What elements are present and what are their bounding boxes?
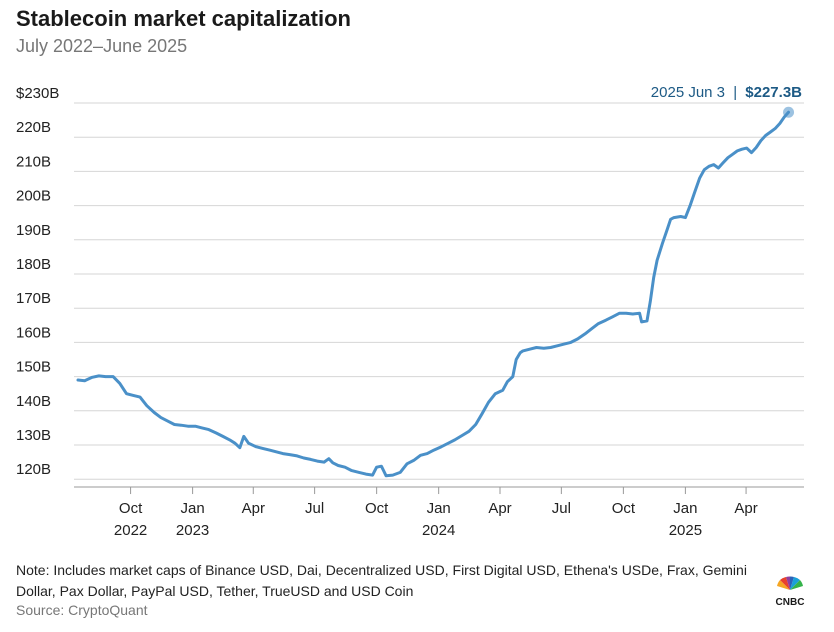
y-tick-label: 210B [16, 153, 51, 170]
x-tick-year-label: 2023 [176, 522, 209, 539]
latest-value-point [783, 106, 795, 118]
x-tick-year-label: 2024 [422, 522, 455, 539]
x-tick-label: Jan [181, 500, 205, 517]
y-tick-label: 130B [16, 427, 51, 444]
y-tick-label: 200B [16, 188, 51, 205]
peacock-icon [777, 576, 803, 590]
footnote: Note: Includes market caps of Binance US… [16, 562, 747, 599]
annotation-value: $227.3B [745, 84, 802, 101]
x-tick-label: Oct [119, 500, 143, 517]
y-tick-label: 140B [16, 393, 51, 410]
x-axis-labels: Oct 2022 Jan 2023 Apr Jul Oct Jan 2024 Apr Jul Oct J… [114, 487, 758, 539]
source-line: Source: CryptoQuant [16, 602, 148, 618]
y-tick-label: $230B [16, 85, 59, 102]
logo-text: CNBC [776, 597, 805, 606]
y-tick-label: 180B [16, 256, 51, 273]
y-tick-label: 120B [16, 461, 51, 478]
y-tick-label: 160B [16, 324, 51, 341]
annotation-separator: | [733, 84, 737, 101]
x-tick-label: Jan [427, 500, 451, 517]
x-tick-label: Jul [305, 500, 324, 517]
x-tick-year-label: 2022 [114, 522, 147, 539]
x-tick-label: Apr [734, 500, 757, 517]
y-tick-label: 190B [16, 222, 51, 239]
series-line [76, 110, 790, 478]
y-axis-labels: $230B 220B 210B 200B 190B 180B 170B 160B 150B 140… [16, 85, 59, 478]
x-tick-label: Oct [612, 500, 636, 517]
cnbc-logo: CNBC [776, 576, 805, 606]
y-tick-label: 220B [16, 119, 51, 136]
y-tick-label: 170B [16, 290, 51, 307]
annotation-date: 2025 Jun 3 [651, 84, 725, 101]
latest-value-annotation: 2025 Jun 3 | $227.3B [651, 84, 802, 101]
chart-subtitle: July 2022–June 2025 [16, 36, 188, 56]
gridlines [74, 102, 804, 488]
x-tick-label: Apr [488, 500, 511, 517]
x-tick-label: Oct [365, 500, 389, 517]
line-chart: $230B 220B 210B 200B 190B 180B 170B 160B 150B 140… [16, 84, 804, 539]
y-tick-label: 150B [16, 359, 51, 376]
x-tick-label: Jul [552, 500, 571, 517]
x-tick-label: Jan [673, 500, 697, 517]
x-tick-label: Apr [242, 500, 265, 517]
chart-title: Stablecoin market capitalization [16, 6, 351, 31]
x-tick-year-label: 2025 [669, 522, 702, 539]
